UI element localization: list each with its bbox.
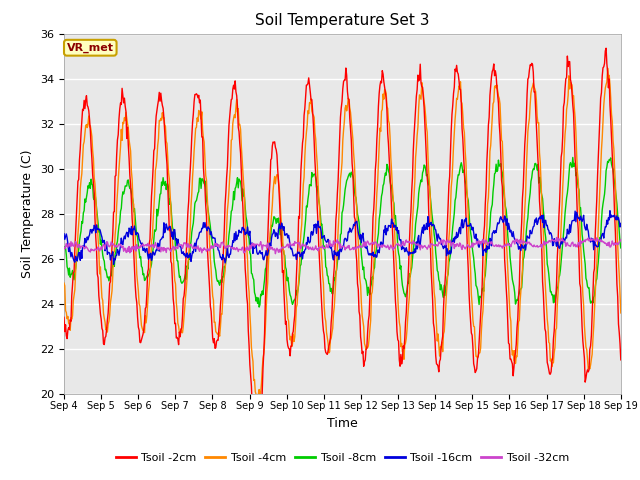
Title: Soil Temperature Set 3: Soil Temperature Set 3 (255, 13, 429, 28)
X-axis label: Time: Time (327, 417, 358, 430)
Y-axis label: Soil Temperature (C): Soil Temperature (C) (22, 149, 35, 278)
Text: VR_met: VR_met (67, 43, 114, 53)
Legend: Tsoil -2cm, Tsoil -4cm, Tsoil -8cm, Tsoil -16cm, Tsoil -32cm: Tsoil -2cm, Tsoil -4cm, Tsoil -8cm, Tsoi… (111, 448, 573, 467)
